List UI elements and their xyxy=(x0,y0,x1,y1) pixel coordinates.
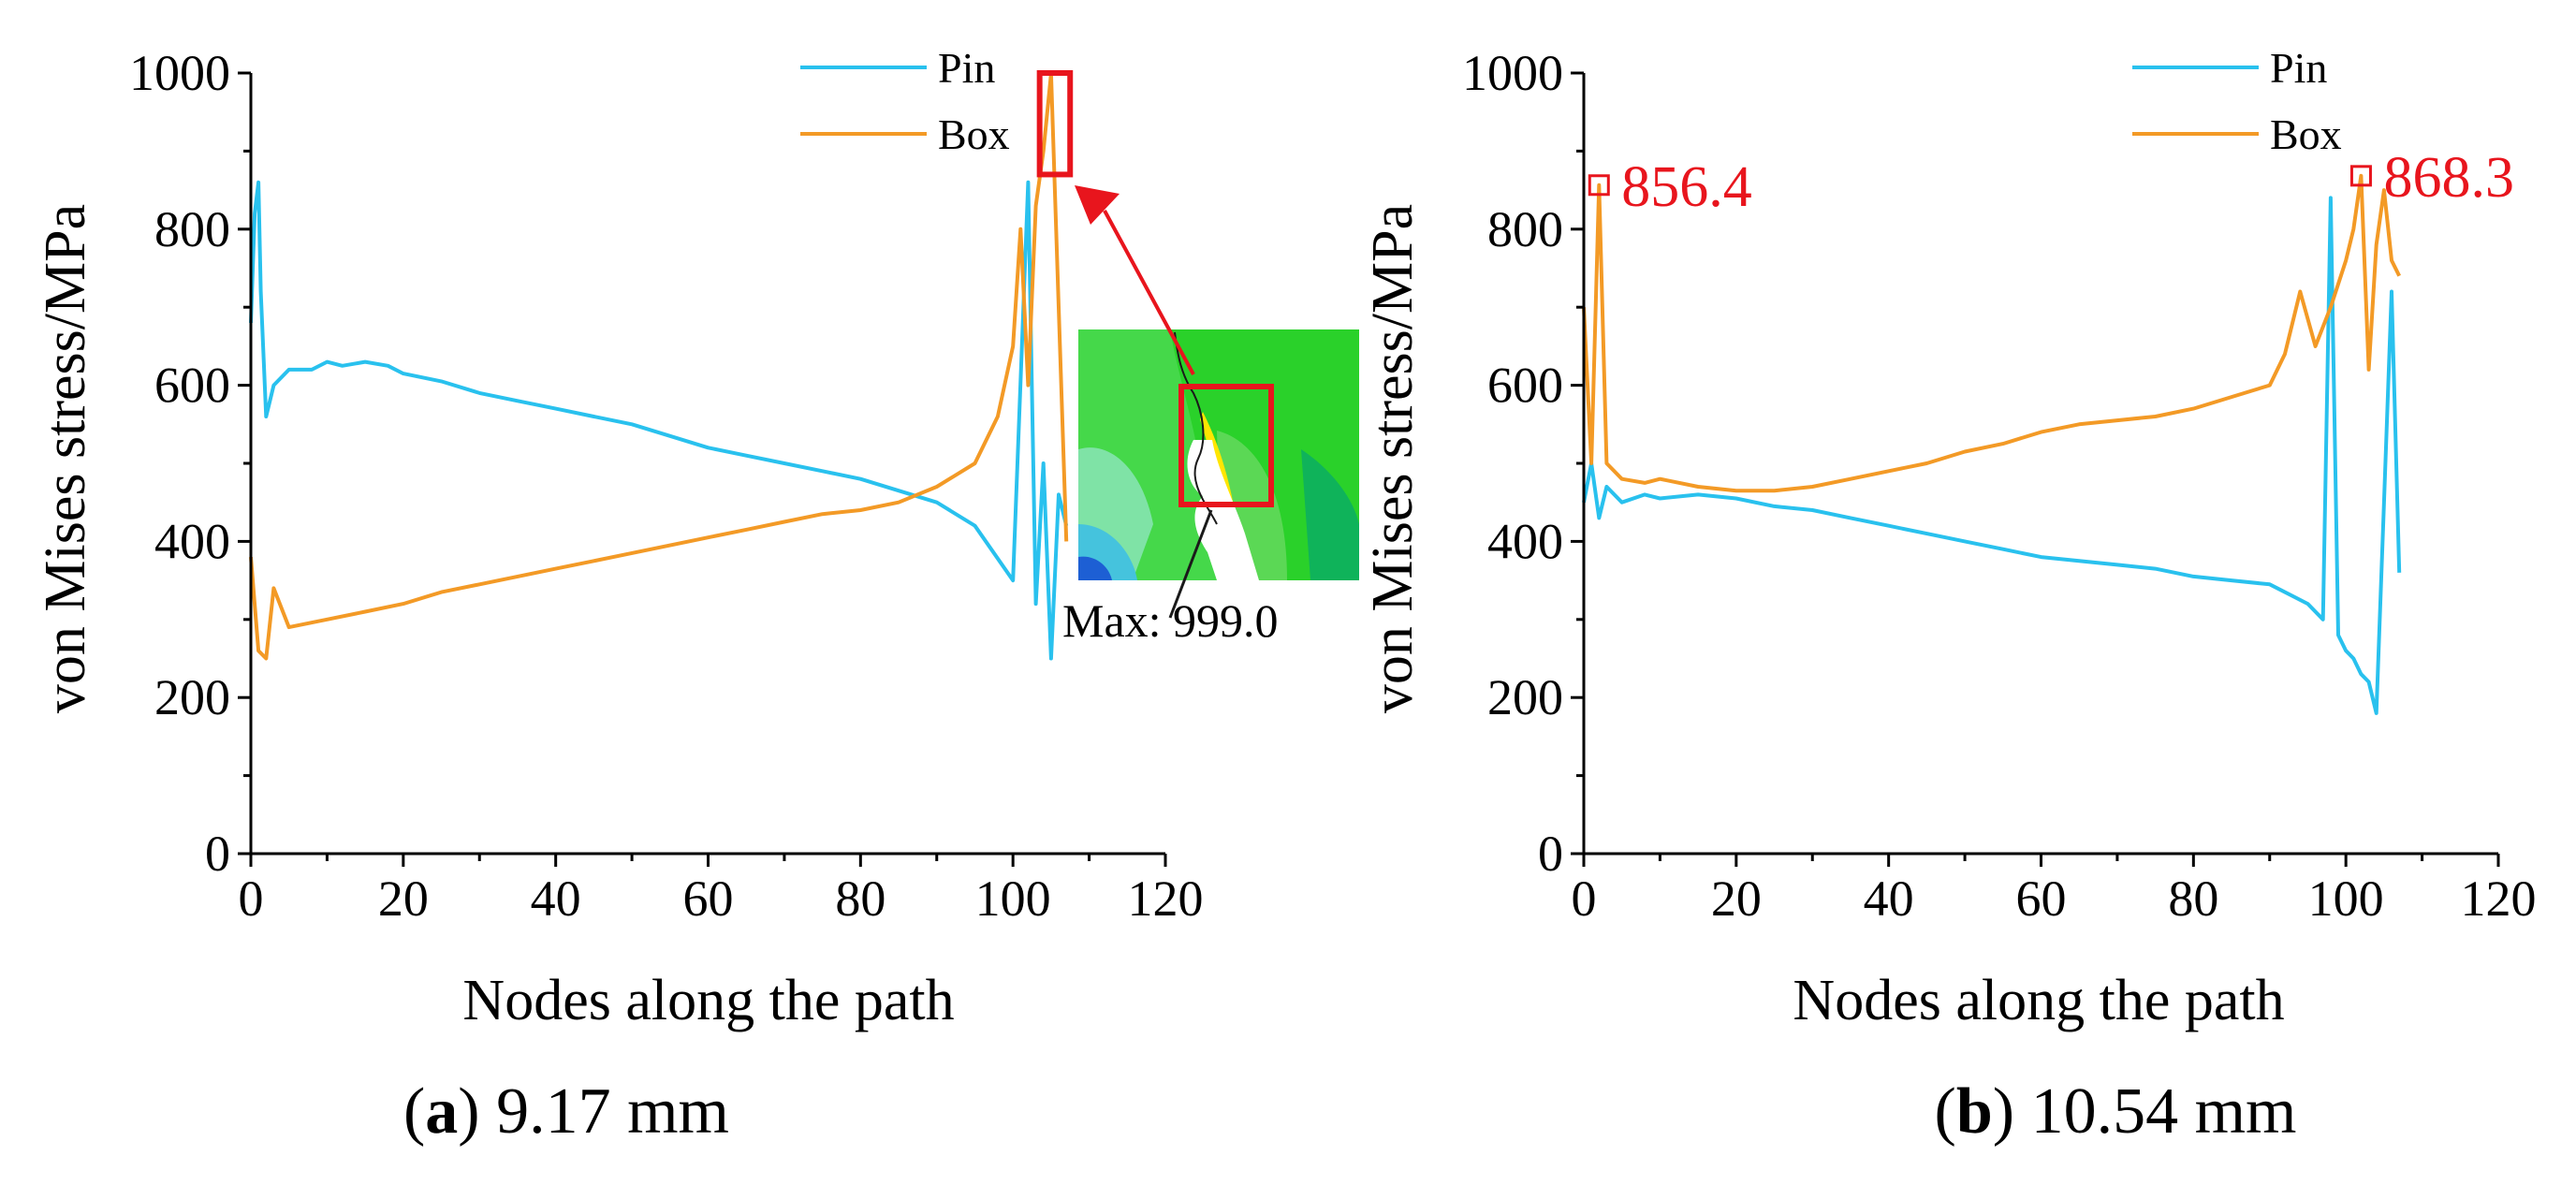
arrow-line xyxy=(1103,210,1195,375)
y-tick-label: 0 xyxy=(205,826,230,882)
peak-marker xyxy=(1588,174,1610,197)
caption-b-letter: b xyxy=(1956,1075,1993,1148)
peak-highlight xyxy=(1036,70,1074,178)
y-tick-label: 1000 xyxy=(129,45,230,101)
x-tick-label: 120 xyxy=(1128,870,1204,927)
legend-pin-label: Pin xyxy=(2270,44,2327,92)
caption-a-text: 9.17 mm xyxy=(480,1075,729,1148)
caption-b: (b) 10.54 mm xyxy=(1935,1075,2297,1148)
y-tick-label: 800 xyxy=(1487,201,1563,257)
legend-box-label: Box xyxy=(2270,110,2342,158)
series-line-pin xyxy=(249,180,1069,661)
y-tick-label: 600 xyxy=(154,358,230,414)
y-tick-label: 400 xyxy=(154,513,230,569)
x-tick-label: 20 xyxy=(378,870,429,927)
peak-marker xyxy=(2349,165,2372,187)
x-tick-label: 0 xyxy=(239,870,264,927)
y-tick-label: 600 xyxy=(1487,358,1563,414)
inset-fe-image: Max: 999.0 xyxy=(1062,329,1359,647)
x-tick-label: 100 xyxy=(2308,870,2384,927)
y-axis-label-a: von Mises stress/MPa xyxy=(34,204,97,713)
legend-pin-label: Pin xyxy=(938,44,995,92)
caption-b-text: 10.54 mm xyxy=(2014,1075,2296,1148)
plot-area-b: 0 20 40 60 80 100 120 0 200 400 600 800 1000 xyxy=(1462,45,2537,927)
panel-b: 0 20 40 60 80 100 120 0 200 400 600 800 1000 856.4 86… xyxy=(1361,44,2537,1148)
series-line-pin xyxy=(1582,196,2402,715)
x-tick-label: 80 xyxy=(2168,870,2218,927)
caption-a-letter: a xyxy=(425,1075,458,1148)
y-tick-label: 200 xyxy=(154,669,230,725)
x-tick-label: 0 xyxy=(1572,870,1597,927)
arrow-head xyxy=(1075,185,1120,225)
y-tick-label: 400 xyxy=(1487,513,1563,569)
x-tick-label: 80 xyxy=(835,870,886,927)
y-tick-label: 1000 xyxy=(1462,45,1563,101)
x-tick-label: 40 xyxy=(1864,870,1914,927)
legend-box-label: Box xyxy=(938,110,1010,158)
series-line-box xyxy=(249,71,1069,661)
x-tick-label: 120 xyxy=(2461,870,2537,927)
x-tick-label: 60 xyxy=(2016,870,2067,927)
y-tick-label: 0 xyxy=(1538,826,1563,882)
y-tick-label: 200 xyxy=(1487,669,1563,725)
plot-area-a: 0 20 40 60 80 100 120 0 200 400 600 800 1000 xyxy=(129,45,1204,927)
legend-a: Pin Box xyxy=(800,44,1010,158)
inset-leader-line xyxy=(1168,509,1213,619)
x-tick-label: 100 xyxy=(975,870,1051,927)
legend-b: Pin Box xyxy=(2132,44,2342,158)
series-line-box xyxy=(1582,173,2401,493)
peak-value-label: 868.3 xyxy=(2383,146,2514,210)
x-axis-label-b: Nodes along the path xyxy=(1793,969,2284,1032)
y-tick-label: 800 xyxy=(154,201,230,257)
panel-a: 0 20 40 60 80 100 120 0 200 400 600 800 1000 Max: 99… xyxy=(34,44,1359,1148)
x-tick-label: 20 xyxy=(1711,870,1762,927)
inset-max-label: Max: 999.0 xyxy=(1062,594,1279,647)
peak-value-label: 856.4 xyxy=(1621,155,1752,219)
x-axis-label-a: Nodes along the path xyxy=(462,969,954,1032)
x-tick-label: 60 xyxy=(683,870,734,927)
caption-a: (a) 9.17 mm xyxy=(403,1075,729,1148)
x-tick-label: 40 xyxy=(531,870,581,927)
peak-annotations: 856.4 868.3 xyxy=(1588,146,2514,219)
y-axis-label-b: von Mises stress/MPa xyxy=(1361,204,1425,713)
peak-highlight-box xyxy=(1036,70,1074,178)
